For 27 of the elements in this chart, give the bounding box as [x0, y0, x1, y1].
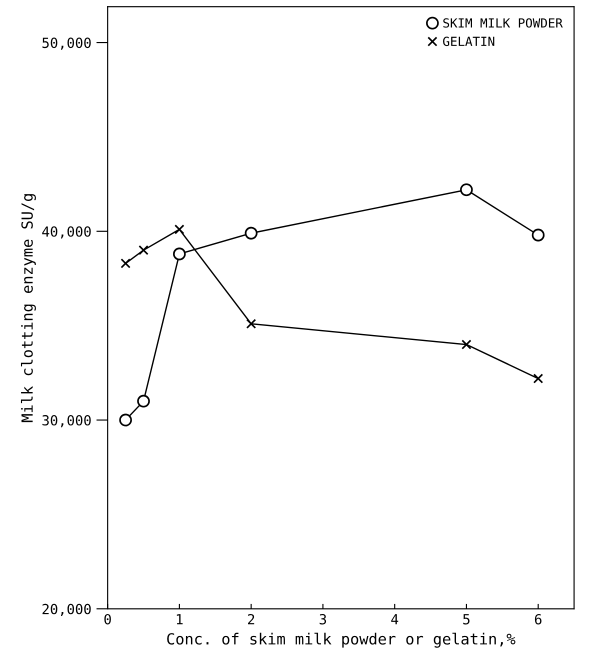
y-tick-label: 20,000	[42, 604, 91, 616]
x-tick-label: 5	[463, 614, 470, 624]
point	[137, 394, 150, 408]
x-axis-title: Conc. of skim milk powder or gelatin,%	[167, 632, 516, 648]
point	[246, 318, 256, 329]
x-tick-label: 1	[176, 614, 183, 624]
point	[173, 248, 186, 260]
x-tick-label: 6	[534, 614, 542, 624]
point	[119, 414, 132, 426]
point	[532, 228, 545, 242]
y-tick-label: 30,000	[42, 415, 91, 428]
point	[461, 340, 472, 350]
y-tick-label: 50,000	[42, 38, 91, 50]
point	[244, 226, 258, 240]
x-tick-label: 0	[104, 614, 111, 624]
point	[174, 224, 184, 234]
x-tick-label: 4	[391, 614, 398, 624]
point	[460, 183, 473, 196]
y-axis-title: Milk clotting enzyme SU/g	[20, 194, 36, 422]
legend-label: SKIM MILK POWDER	[443, 18, 563, 28]
point	[138, 245, 149, 256]
y-tick-label: 40,000	[42, 226, 91, 239]
legend-label: GELATIN	[443, 36, 494, 46]
x-tick-label: 2	[248, 614, 254, 624]
point	[120, 258, 131, 268]
point	[533, 374, 544, 384]
x-tick-label: 3	[320, 614, 326, 624]
